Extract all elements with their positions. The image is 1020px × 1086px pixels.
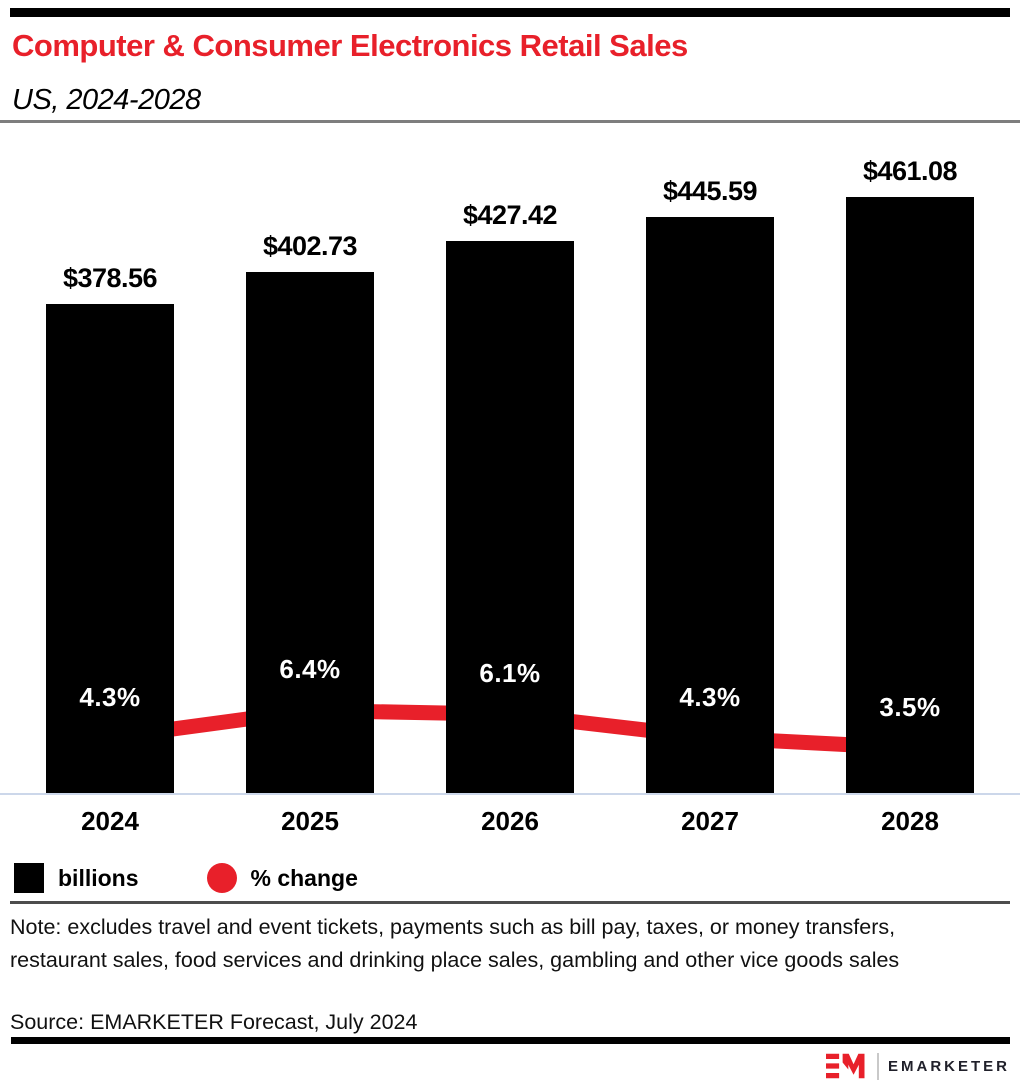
plot-area: $378.56 4.3% $402.73 6.4% $427.42 6.1% $445.59… [0,130,1020,795]
x-tick-label-2027: 2027 [681,806,739,836]
top-accent-bar [10,8,1010,17]
emarketer-wordmark: EMARKETER [887,1057,1010,1075]
source-text: Source: EMARKETER Forecast, July 2024 [10,1010,418,1034]
pct-label-2028: 3.5% [879,691,941,722]
bar-2024 [46,304,174,793]
legend: billions % change [14,858,358,898]
page-title: Computer & Consumer Electronics Retail S… [12,28,688,63]
bar-2026 [446,241,574,793]
bar-2028 [846,197,974,793]
header-divider [0,120,1020,123]
bar-value-label-2024: $378.56 [62,263,158,293]
bar-value-label-2028: $461.08 [862,156,958,186]
legend-divider [10,901,1010,904]
legend-billions-label: billions [58,864,139,891]
pct-label-2025: 6.4% [279,654,341,685]
x-tick-label-2026: 2026 [481,806,539,836]
pct-label-2027: 4.3% [679,681,741,712]
footer-accent-bar [11,1037,1010,1044]
legend-pct-change-label: % change [250,864,358,891]
legend-billions-swatch-icon [14,863,44,893]
bar-value-label-2026: $427.42 [462,200,558,230]
brand-lockup: EMARKETER [825,1051,1010,1081]
legend-pct-change-swatch-icon [206,863,237,893]
bar-value-label-2027: $445.59 [662,176,758,206]
bar-value-label-2025: $402.73 [262,231,358,261]
x-tick-label-2025: 2025 [281,806,339,836]
page-subtitle: US, 2024-2028 [12,84,201,116]
logo-separator [876,1052,879,1080]
x-axis-line [0,793,1020,795]
pct-label-2024: 4.3% [79,681,141,712]
x-tick-label-2028: 2028 [881,806,939,836]
note-text: Note: excludes travel and event tickets,… [10,915,900,972]
x-tick-label-2024: 2024 [81,806,139,836]
emarketer-logo-icon [825,1053,865,1079]
pct-label-2026: 6.1% [479,658,541,689]
bar-2027 [646,217,774,793]
bar-2025 [246,272,374,793]
